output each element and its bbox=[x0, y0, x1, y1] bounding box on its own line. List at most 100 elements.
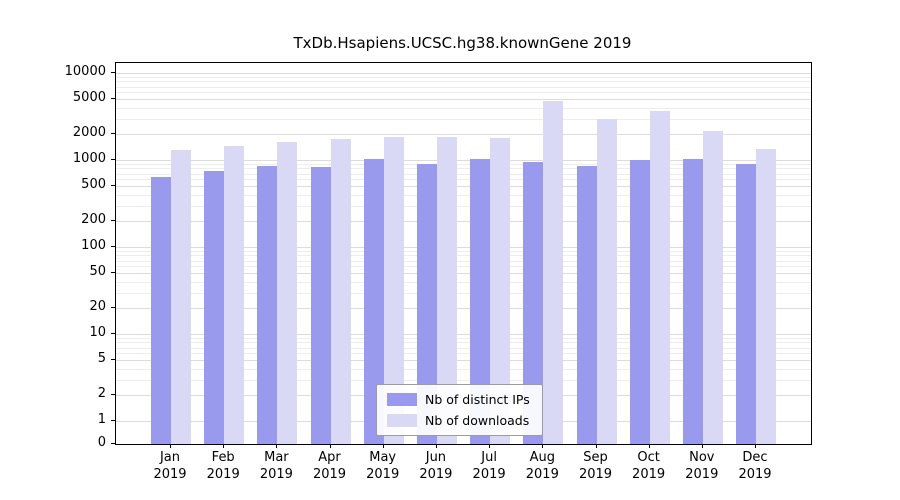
plot-area: Nb of distinct IPs Nb of downloads bbox=[115, 62, 812, 445]
bar-distinct-ips-mar bbox=[257, 165, 278, 444]
y-tick-label: 500 bbox=[81, 177, 106, 193]
y-tick-label: 1000 bbox=[72, 151, 106, 166]
y-tick-label: 100 bbox=[81, 238, 106, 253]
gridline bbox=[116, 118, 811, 120]
y-tick-mark bbox=[111, 246, 115, 247]
y-tick-label: 20 bbox=[89, 298, 106, 314]
gridline bbox=[116, 255, 811, 257]
bar-distinct-ips-jul bbox=[470, 159, 491, 444]
bar-downloads-jun bbox=[436, 136, 457, 444]
gridline bbox=[116, 160, 811, 161]
x-tick-mark bbox=[595, 444, 597, 448]
bar-downloads-mar bbox=[277, 142, 298, 444]
gridline bbox=[116, 186, 811, 188]
x-tick-label: Feb 2019 bbox=[206, 450, 240, 482]
legend: Nb of distinct IPs Nb of downloads bbox=[376, 384, 543, 436]
x-tick-mark bbox=[223, 444, 225, 448]
y-tick-label: 5 bbox=[97, 351, 106, 367]
x-tick-mark bbox=[170, 444, 171, 448]
y-tick-label: 10 bbox=[89, 325, 106, 340]
y-tick-label: 0 bbox=[97, 435, 106, 450]
gridline bbox=[116, 247, 811, 248]
gridline bbox=[116, 281, 811, 283]
x-tick-label: Sep 2019 bbox=[578, 450, 613, 482]
legend-swatch-downloads bbox=[387, 414, 417, 427]
x-tick-mark bbox=[648, 444, 650, 448]
x-tick-label: Jul 2019 bbox=[472, 450, 506, 482]
y-tick-mark bbox=[111, 333, 115, 334]
y-tick-mark bbox=[111, 219, 115, 221]
x-tick-label: Dec 2019 bbox=[738, 450, 772, 482]
gridline bbox=[116, 86, 811, 88]
y-tick-mark bbox=[111, 159, 115, 160]
bar-downloads-aug bbox=[543, 100, 564, 444]
gridline bbox=[116, 164, 811, 165]
y-tick-label: 5000 bbox=[72, 90, 106, 106]
gridline bbox=[116, 266, 811, 268]
legend-label-distinct-ips: Nb of distinct IPs bbox=[425, 392, 530, 407]
gridline bbox=[116, 107, 811, 109]
gridline bbox=[116, 194, 811, 196]
y-tick-mark bbox=[111, 132, 115, 134]
gridline bbox=[116, 77, 811, 78]
x-tick-mark bbox=[329, 444, 331, 448]
gridline bbox=[116, 73, 811, 74]
gridline bbox=[116, 368, 811, 370]
y-tick-label: 200 bbox=[81, 211, 106, 227]
y-tick-mark bbox=[111, 98, 115, 100]
gridline bbox=[116, 334, 811, 335]
x-tick-mark bbox=[382, 444, 384, 448]
y-tick-label: 50 bbox=[89, 264, 106, 280]
gridline bbox=[116, 273, 811, 275]
gridline bbox=[116, 260, 811, 262]
gridline bbox=[116, 347, 811, 349]
y-tick-mark bbox=[111, 359, 115, 361]
bar-distinct-ips-nov bbox=[682, 158, 703, 444]
bar-downloads-apr bbox=[330, 138, 351, 444]
y-tick-mark bbox=[111, 393, 115, 395]
gridline bbox=[116, 360, 811, 362]
x-tick-label: Apr 2019 bbox=[312, 450, 347, 482]
x-tick-mark bbox=[755, 444, 756, 448]
gridline bbox=[116, 179, 811, 181]
x-tick-label: Nov 2019 bbox=[685, 450, 719, 482]
x-tick-mark bbox=[489, 444, 491, 448]
y-tick-mark bbox=[111, 185, 115, 187]
gridline bbox=[116, 168, 811, 170]
x-tick-label: Jun 2019 bbox=[419, 450, 453, 482]
bar-distinct-ips-jan bbox=[151, 176, 171, 444]
y-tick-mark bbox=[111, 443, 115, 444]
bar-distinct-ips-jun bbox=[416, 164, 437, 444]
x-tick-mark bbox=[435, 444, 437, 448]
bar-distinct-ips-oct bbox=[629, 160, 650, 444]
bar-distinct-ips-dec bbox=[736, 164, 756, 444]
legend-label-downloads: Nb of downloads bbox=[425, 413, 530, 428]
y-tick-label: 1 bbox=[97, 412, 106, 427]
bar-downloads-may bbox=[383, 136, 404, 444]
bar-downloads-oct bbox=[649, 110, 670, 444]
legend-item-distinct-ips: Nb of distinct IPs bbox=[387, 392, 530, 407]
gridline bbox=[116, 338, 811, 339]
gridline bbox=[116, 342, 811, 344]
gridline bbox=[116, 133, 811, 135]
bar-downloads-dec bbox=[756, 148, 776, 444]
gridline bbox=[116, 92, 811, 94]
y-tick-label: 2 bbox=[97, 385, 106, 401]
legend-swatch-distinct-ips bbox=[387, 393, 417, 406]
x-tick-mark bbox=[701, 444, 703, 448]
bar-downloads-jan bbox=[171, 150, 191, 444]
x-tick-mark bbox=[542, 444, 544, 448]
y-tick-mark bbox=[111, 420, 115, 421]
gridline bbox=[116, 307, 811, 309]
bar-downloads-sep bbox=[596, 118, 617, 444]
gridline bbox=[116, 81, 811, 83]
x-tick-label: Mar 2019 bbox=[259, 450, 293, 482]
x-tick-mark bbox=[276, 444, 278, 448]
y-tick-mark bbox=[111, 272, 115, 274]
bar-distinct-ips-may bbox=[363, 159, 384, 444]
legend-item-downloads: Nb of downloads bbox=[387, 413, 530, 428]
y-tick-mark bbox=[111, 306, 115, 308]
bar-downloads-feb bbox=[224, 146, 245, 444]
gridline bbox=[116, 251, 811, 252]
